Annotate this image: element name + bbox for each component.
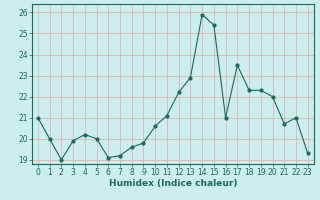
X-axis label: Humidex (Indice chaleur): Humidex (Indice chaleur) bbox=[108, 179, 237, 188]
